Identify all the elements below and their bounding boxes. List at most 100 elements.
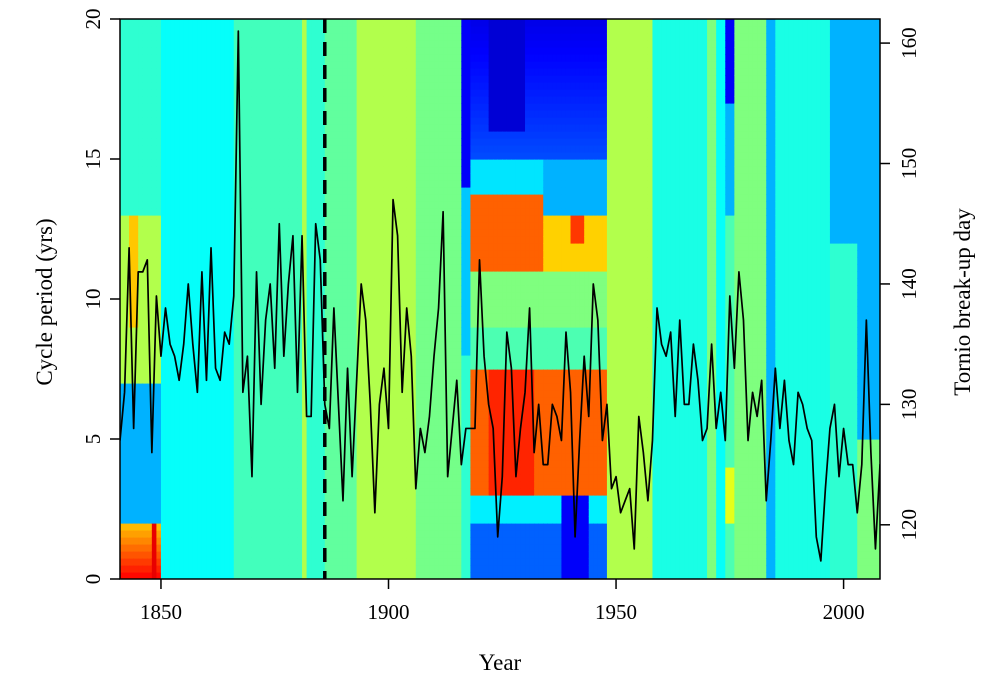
- heatmap-cell: [292, 572, 299, 579]
- heatmap-cell: [256, 474, 262, 482]
- heatmap-cell: [174, 327, 180, 335]
- heatmap-cell: [279, 40, 285, 48]
- heatmap-cell: [179, 369, 185, 377]
- heatmap-cell: [192, 187, 198, 195]
- heatmap-cell: [370, 236, 376, 244]
- heatmap-cell: [347, 271, 353, 279]
- heatmap-cell: [233, 75, 239, 83]
- heatmap-cell: [342, 572, 349, 579]
- heatmap-cell: [324, 292, 330, 300]
- heatmap-cell: [297, 404, 303, 412]
- heatmap-cell: [361, 180, 367, 188]
- heatmap-cell: [156, 215, 162, 223]
- heatmap-cell: [388, 47, 394, 55]
- heatmap-cell: [365, 544, 371, 552]
- heatmap-cell: [174, 187, 180, 195]
- heatmap-cell: [342, 187, 349, 195]
- heatmap-cell: [256, 75, 262, 83]
- heatmap-cell: [352, 467, 358, 475]
- heatmap-cell: [324, 257, 330, 265]
- heatmap-cell: [388, 432, 394, 440]
- heatmap-cell: [261, 117, 267, 125]
- heatmap-cell: [179, 523, 185, 531]
- heatmap-cell: [197, 82, 203, 90]
- heatmap-cell: [206, 404, 212, 412]
- heatmap-cell: [365, 33, 371, 41]
- heatmap-cell: [279, 229, 285, 237]
- heatmap-cell: [393, 502, 399, 510]
- heatmap-cell: [270, 103, 276, 111]
- heatmap-cell: [129, 89, 135, 97]
- heatmap-cell: [383, 54, 390, 62]
- heatmap-cell: [247, 61, 253, 69]
- heatmap-cell: [151, 425, 158, 433]
- heatmap-cell: [306, 418, 312, 426]
- heatmap-cell: [279, 551, 285, 559]
- heatmap-cell: [201, 362, 208, 370]
- heatmap-cell: [170, 418, 176, 426]
- heatmap-cell: [247, 383, 253, 391]
- heatmap-cell: [201, 243, 208, 251]
- heatmap-cell: [124, 341, 130, 349]
- heatmap-cell: [129, 306, 135, 314]
- heatmap-cell: [352, 334, 358, 342]
- heatmap-cell: [388, 208, 394, 216]
- heatmap-cell: [242, 40, 249, 48]
- heatmap-cell: [383, 411, 390, 419]
- heatmap-cell: [320, 411, 326, 419]
- heatmap-cell: [274, 159, 280, 167]
- heatmap-cell: [292, 159, 299, 167]
- heatmap-cell: [206, 103, 212, 111]
- heatmap-cell: [393, 152, 399, 160]
- heatmap-cell: [306, 19, 312, 27]
- heatmap-cell: [352, 187, 358, 195]
- heatmap-cell: [142, 439, 148, 447]
- heatmap-cell: [142, 537, 148, 545]
- heatmap-cell: [261, 257, 267, 265]
- heatmap-cell: [238, 89, 244, 97]
- heatmap-cell: [356, 47, 362, 55]
- heatmap-cell: [224, 89, 230, 97]
- heatmap-cell: [215, 453, 221, 461]
- heatmap-cell: [188, 411, 194, 419]
- heatmap-cell: [170, 292, 176, 300]
- heatmap-cell: [251, 145, 258, 153]
- heatmap-cell: [247, 572, 253, 579]
- heatmap-cell: [138, 26, 144, 34]
- heatmap-cell: [383, 467, 390, 475]
- heatmap-cell: [338, 537, 344, 545]
- heatmap-cell: [120, 215, 126, 223]
- heatmap-cell: [292, 173, 299, 181]
- heatmap-cell: [220, 159, 226, 167]
- heatmap-cell: [147, 292, 153, 300]
- heatmap-cell: [279, 537, 285, 545]
- heatmap-cell: [352, 131, 358, 139]
- heatmap-cell: [160, 355, 167, 363]
- heatmap-cell: [165, 229, 171, 237]
- heatmap-cell: [315, 411, 321, 419]
- heatmap-cell: [156, 425, 162, 433]
- heatmap-cell: [338, 551, 344, 559]
- heatmap-cell: [374, 348, 381, 356]
- heatmap-cell: [251, 495, 258, 503]
- heatmap-cell: [379, 544, 385, 552]
- heatmap-cell: [170, 187, 176, 195]
- heatmap-cell: [315, 558, 321, 566]
- heatmap-cell: [142, 215, 148, 223]
- heatmap-cell: [215, 75, 221, 83]
- heatmap-cell: [329, 26, 335, 34]
- heatmap-cell: [279, 383, 285, 391]
- heatmap-cell: [242, 180, 249, 188]
- heatmap-cell: [315, 516, 321, 524]
- heatmap-cell: [179, 404, 185, 412]
- heatmap-cell: [265, 488, 271, 496]
- heatmap-cell: [270, 264, 276, 272]
- heatmap-cell: [183, 327, 189, 335]
- heatmap-cell: [224, 404, 230, 412]
- heatmap-cell: [306, 572, 312, 579]
- heatmap-cell: [215, 208, 221, 216]
- heatmap-cell: [165, 54, 171, 62]
- heatmap-cell: [151, 285, 158, 293]
- heatmap-cell: [192, 418, 198, 426]
- heatmap-cell: [370, 33, 376, 41]
